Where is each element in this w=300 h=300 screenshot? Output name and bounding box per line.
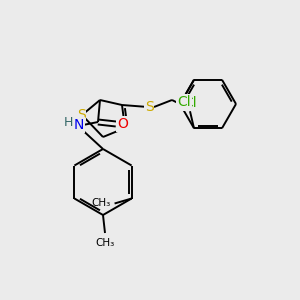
Text: H: H [63,116,73,130]
Text: Cl: Cl [183,96,197,110]
Text: O: O [118,117,128,131]
Text: S: S [145,100,153,114]
Text: S: S [76,108,85,122]
Text: CH₃: CH₃ [91,199,111,208]
Text: Cl: Cl [177,95,191,109]
Text: CH₃: CH₃ [95,238,115,248]
Text: N: N [74,118,84,132]
